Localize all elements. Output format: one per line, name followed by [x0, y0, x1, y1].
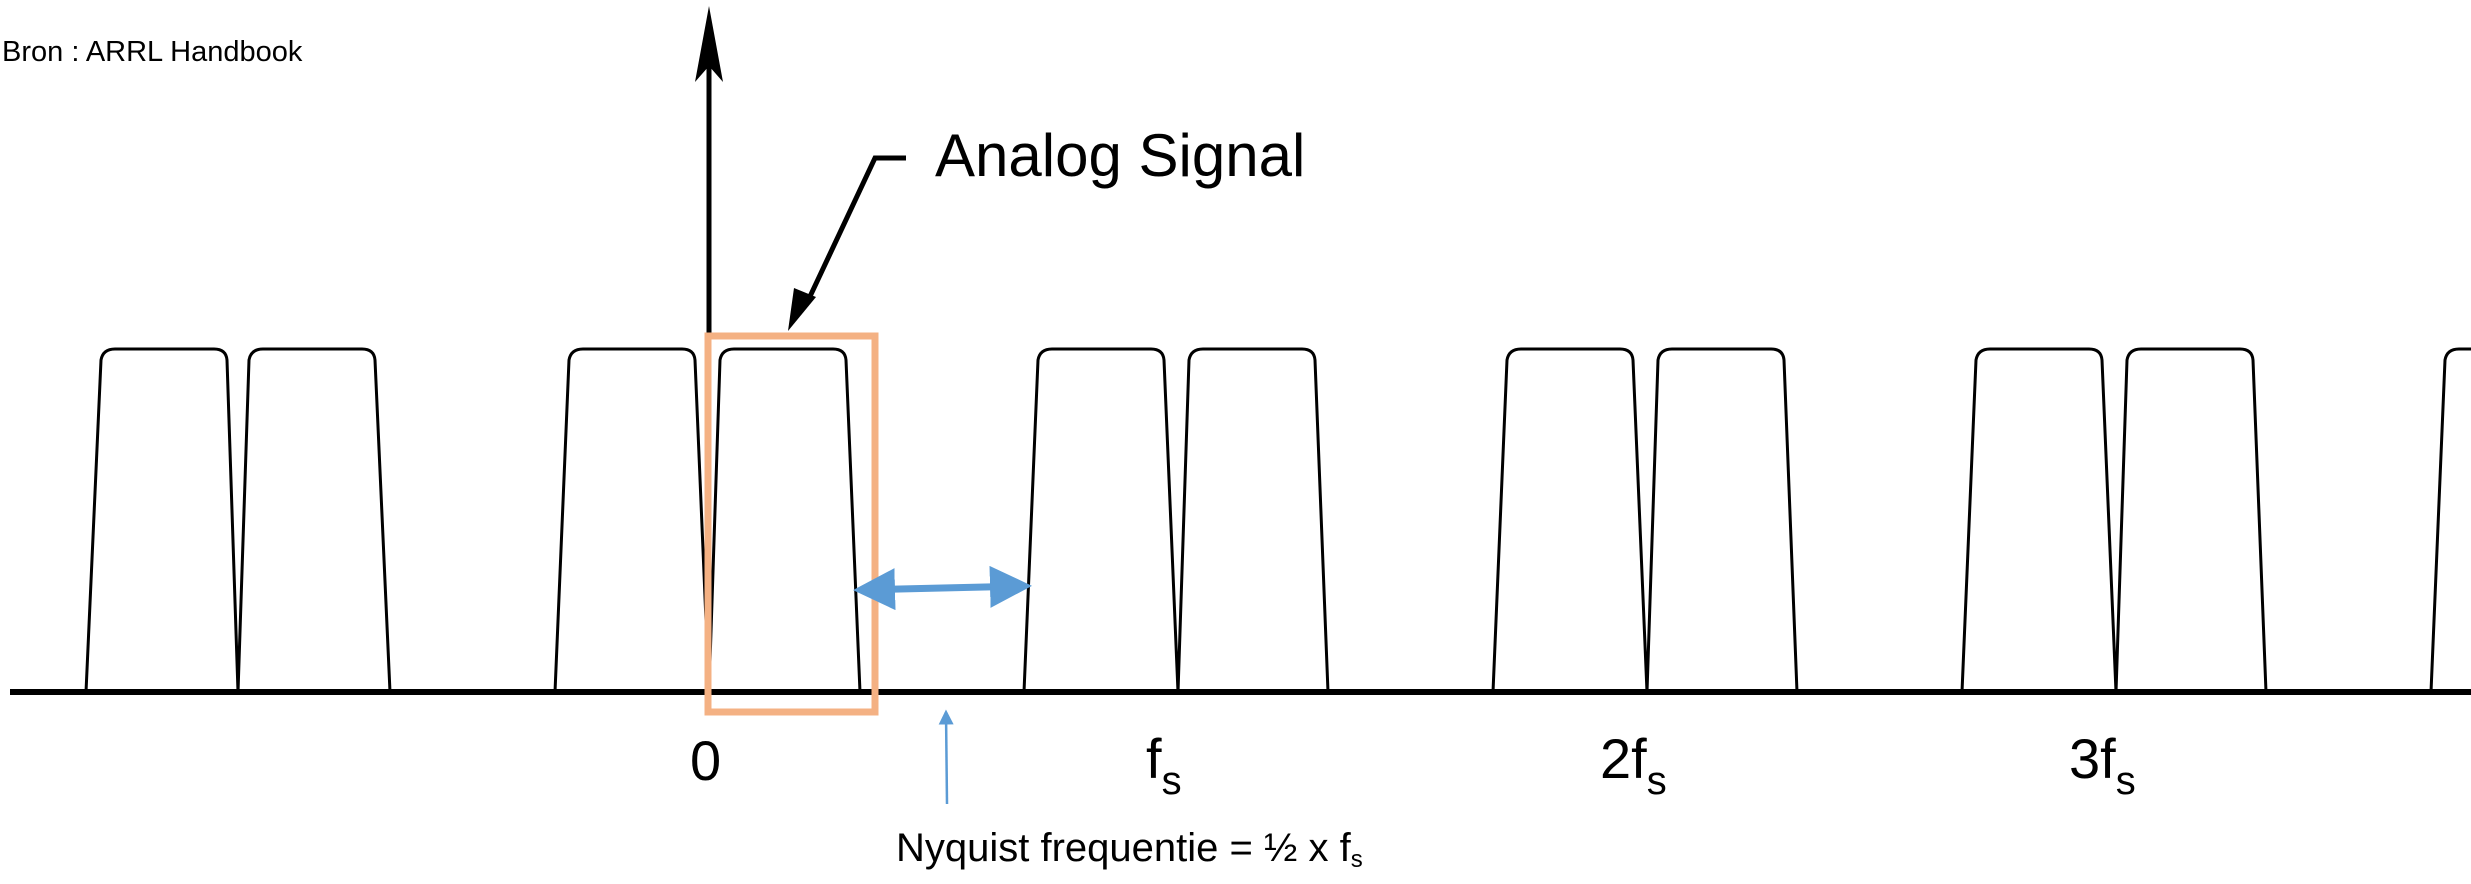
lobe-pair-minus-2fs: [84, 347, 392, 694]
nyquist-frequency-label: Nyquist frequentie = ½ x fs: [896, 826, 1363, 873]
nyquist-label-text: Nyquist frequentie = ½ x f: [896, 826, 1351, 870]
tick-label-fs: fs: [1146, 727, 1182, 803]
lobe-partial-4fs: [2429, 347, 2471, 693]
analog-signal-pointer-head: [788, 288, 816, 331]
nyquist-label-subscript: s: [1350, 846, 1363, 873]
analog-signal-highlight-box: [704, 332, 879, 716]
lobe-pair-3fs: [1960, 347, 2268, 694]
tick-label-zero: 0: [690, 729, 721, 792]
analog-signal-label: Analog Signal: [935, 122, 1305, 189]
nyquist-pointer-arrow: [938, 709, 954, 805]
analog-signal-pointer: [803, 155, 906, 307]
lobe-pair-2fs: [1491, 347, 1799, 694]
tick-label-2fs: 2fs: [1600, 727, 1667, 803]
vertical-axis-arrowhead: [695, 6, 723, 82]
nyquist-span-arrow: [853, 565, 1032, 611]
lobe-pair-fs: [1022, 347, 1330, 694]
source-note: Bron : ARRL Handbook: [2, 36, 303, 68]
spectrum-lobes: [84, 347, 2471, 694]
tick-label-3fs: 3fs: [2069, 727, 2136, 803]
